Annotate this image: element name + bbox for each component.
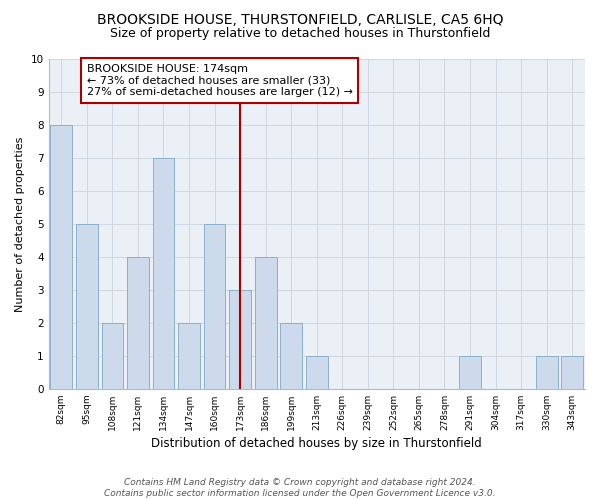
Bar (127, 257, 149, 389)
Bar (306, 356, 328, 389)
Bar (562, 356, 583, 389)
Text: Size of property relative to detached houses in Thurstonfield: Size of property relative to detached ho… (110, 28, 490, 40)
Bar (178, 323, 200, 389)
Text: Contains HM Land Registry data © Crown copyright and database right 2024.
Contai: Contains HM Land Registry data © Crown c… (104, 478, 496, 498)
Bar (280, 323, 302, 389)
Bar (76, 224, 98, 389)
Bar (459, 356, 481, 389)
Text: BROOKSIDE HOUSE: 174sqm
← 73% of detached houses are smaller (33)
27% of semi-de: BROOKSIDE HOUSE: 174sqm ← 73% of detache… (87, 64, 353, 97)
Bar (101, 323, 123, 389)
Bar (255, 257, 277, 389)
X-axis label: Distribution of detached houses by size in Thurstonfield: Distribution of detached houses by size … (151, 437, 482, 450)
Text: BROOKSIDE HOUSE, THURSTONFIELD, CARLISLE, CA5 6HQ: BROOKSIDE HOUSE, THURSTONFIELD, CARLISLE… (97, 12, 503, 26)
Bar (536, 356, 557, 389)
Bar (152, 158, 175, 389)
Bar (204, 224, 226, 389)
Y-axis label: Number of detached properties: Number of detached properties (15, 136, 25, 312)
Bar (229, 290, 251, 389)
Bar (50, 125, 72, 389)
